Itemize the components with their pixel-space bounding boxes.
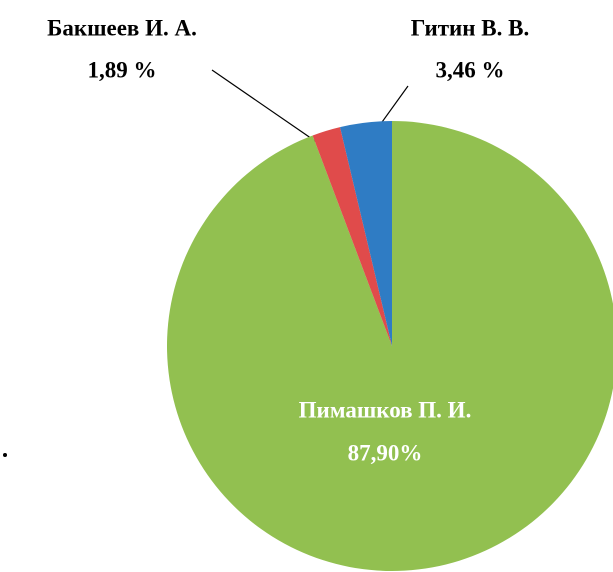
pie-slice xyxy=(340,121,392,346)
leader-line xyxy=(211,69,319,144)
slice-value-label: 1,89 % xyxy=(88,57,157,82)
slice-label: Гитин В. В. xyxy=(411,15,530,40)
slice-label: Бакшеев И. А. xyxy=(47,15,197,40)
slice-value-label: 87,90% xyxy=(348,440,423,465)
dot xyxy=(3,453,7,457)
pie-slice xyxy=(167,121,613,571)
slice-label: Пимашков П. И. xyxy=(299,397,472,422)
pie-slice xyxy=(312,127,392,346)
slice-value-label: 3,46 % xyxy=(436,57,505,82)
